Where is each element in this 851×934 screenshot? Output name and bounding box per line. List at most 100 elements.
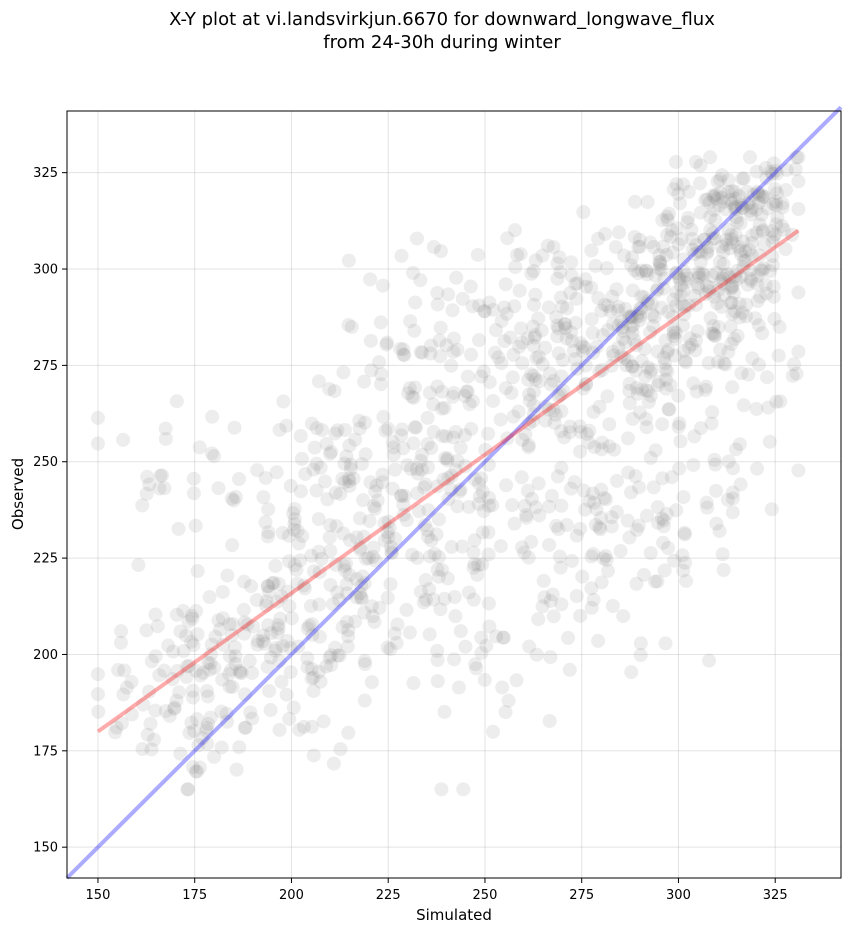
scatter-point xyxy=(606,348,621,363)
scatter-point xyxy=(658,333,673,348)
scatter-point xyxy=(629,338,644,353)
scatter-point xyxy=(486,302,501,317)
scatter-point xyxy=(306,748,321,763)
scatter-point xyxy=(554,460,569,475)
scatter-point xyxy=(342,478,357,493)
scatter-point xyxy=(659,248,674,263)
scatter-point xyxy=(546,373,561,388)
scatter-point xyxy=(305,627,320,642)
scatter-point xyxy=(624,258,639,273)
scatter-point xyxy=(357,693,372,708)
scatter-point xyxy=(702,284,717,299)
scatter-point xyxy=(108,725,123,740)
scatter-point xyxy=(158,704,173,719)
scatter-point xyxy=(250,463,265,478)
scatter-point xyxy=(189,663,204,678)
scatter-point xyxy=(322,530,337,545)
scatter-point xyxy=(380,335,395,350)
scatter-point xyxy=(594,442,609,457)
scatter-point xyxy=(700,500,715,515)
scatter-point xyxy=(727,304,742,319)
scatter-point xyxy=(712,198,727,213)
scatter-point xyxy=(287,517,302,532)
scatter-point xyxy=(729,272,744,287)
scatter-point xyxy=(769,394,784,409)
scatter-point xyxy=(749,225,764,240)
scatter-point xyxy=(724,278,739,293)
scatter-point xyxy=(497,334,512,349)
scatter-point xyxy=(592,364,607,379)
scatter-point xyxy=(681,210,696,225)
scatter-point xyxy=(426,424,441,439)
scatter-point xyxy=(526,384,541,399)
scatter-point xyxy=(752,195,767,210)
scatter-point xyxy=(622,383,637,398)
scatter-point xyxy=(627,229,642,244)
scatter-point xyxy=(380,640,395,655)
scatter-point xyxy=(703,150,718,165)
scatter-point xyxy=(750,294,765,309)
scatter-point xyxy=(577,340,592,355)
scatter-point xyxy=(399,513,414,528)
scatter-point xyxy=(669,285,684,300)
scatter-point xyxy=(405,389,420,404)
scatter-point xyxy=(542,537,557,552)
scatter-point xyxy=(148,703,163,718)
scatter-point xyxy=(357,415,372,430)
scatter-point xyxy=(688,154,703,169)
scatter-point xyxy=(228,649,243,664)
scatter-point xyxy=(246,619,261,634)
scatter-point xyxy=(406,436,421,451)
scatter-point xyxy=(396,497,411,512)
scatter-point xyxy=(676,283,691,298)
scatter-point xyxy=(364,599,379,614)
scatter-point xyxy=(613,543,628,558)
scatter-point xyxy=(584,243,599,258)
scatter-point xyxy=(650,344,665,359)
scatter-point xyxy=(429,527,444,542)
scatter-point xyxy=(376,409,391,424)
scatter-point xyxy=(458,428,473,443)
scatter-point xyxy=(670,221,685,236)
scatter-point xyxy=(186,471,201,486)
scatter-point xyxy=(167,701,182,716)
scatter-point xyxy=(723,319,738,334)
scatter-point xyxy=(339,614,354,629)
scatter-point xyxy=(652,248,667,263)
scatter-point xyxy=(655,417,670,432)
scatter-point xyxy=(181,782,196,797)
scatter-point xyxy=(549,518,564,533)
scatter-point xyxy=(594,363,609,378)
scatter-point xyxy=(666,325,681,340)
scatter-point xyxy=(669,266,684,281)
scatter-point xyxy=(656,239,671,254)
scatter-point xyxy=(296,578,311,593)
scatter-point xyxy=(190,627,205,642)
scatter-point xyxy=(689,384,704,399)
scatter-point xyxy=(500,231,515,246)
scatter-point xyxy=(219,706,234,721)
scatter-point xyxy=(481,457,496,472)
scatter-point xyxy=(430,285,445,300)
scatter-point xyxy=(655,471,670,486)
scatter-point xyxy=(690,277,705,292)
scatter-point xyxy=(735,234,750,249)
scatter-point xyxy=(698,193,713,208)
scatter-point xyxy=(524,491,539,506)
scatter-point xyxy=(469,661,484,676)
scatter-point xyxy=(311,664,326,679)
scatter-point xyxy=(471,476,486,491)
scatter-point xyxy=(326,756,341,771)
scatter-point xyxy=(420,437,435,452)
scatter-point xyxy=(406,676,421,691)
scatter-point xyxy=(524,266,539,281)
scatter-point xyxy=(622,309,637,324)
scatter-point xyxy=(313,674,328,689)
scatter-point xyxy=(422,582,437,597)
scatter-point xyxy=(448,424,463,439)
scatter-point xyxy=(741,367,756,382)
scatter-point xyxy=(135,741,150,756)
scatter-point xyxy=(422,627,437,642)
scatter-point xyxy=(413,584,428,599)
scatter-point xyxy=(576,205,591,220)
